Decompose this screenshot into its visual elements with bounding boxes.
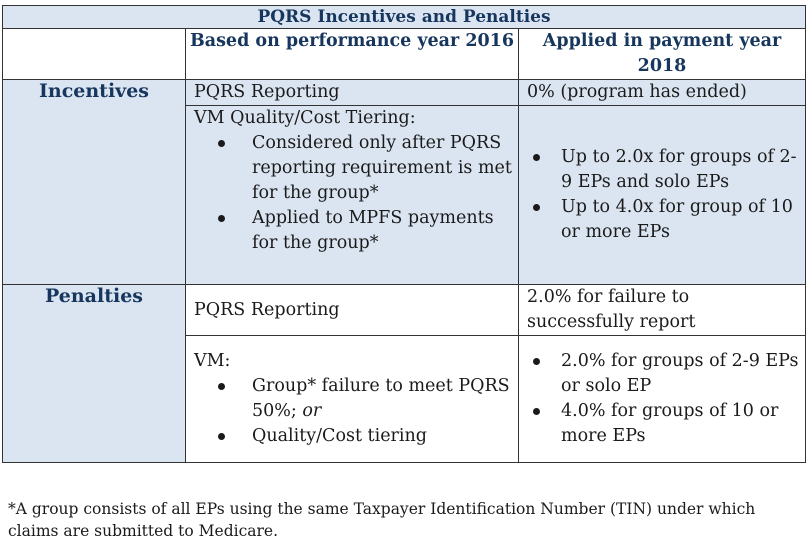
incentives-vm-row: VM Quality/Cost Tiering: Considered only… (3, 105, 807, 285)
incentives-payment-cell: Up to 2.0x for groups of 2-9 EPs and sol… (517, 105, 807, 285)
bullet-icon (533, 358, 540, 365)
penalties-vm-cell: VM: Group* failure to meet PQRS 50%; or … (185, 335, 519, 463)
penalties-payment-bullet-2: 4.0% for groups of 10 or more EPs (561, 401, 779, 446)
header-performance-year: Based on performance year 2016 (185, 28, 519, 80)
list-item: Applied to MPFS payments for the group* (186, 206, 518, 256)
penalties-vm-bullet-1: Group* failure to meet PQRS 50%; (252, 376, 510, 421)
bullet-icon (533, 408, 540, 415)
list-item: Quality/Cost tiering (186, 424, 518, 449)
incentives-vm-lead: VM Quality/Cost Tiering: (194, 108, 416, 128)
penalties-pqrs-payment-cell: 2.0% for failure to successfully report (517, 284, 807, 336)
incentives-pqrs-payment-cell: 0% (program has ended) (517, 79, 807, 106)
incentives-label: Incentives (2, 79, 186, 285)
list-item: Up to 4.0x for group of 10 or more EPs (519, 195, 805, 245)
penalties-pqrs-row: Penalties PQRS Reporting 2.0% for failur… (2, 284, 807, 463)
incentives-vm-bullet-1: Considered only after PQRS reporting req… (252, 133, 512, 203)
footnote: *A group consists of all EPs using the s… (8, 500, 756, 540)
bullet-icon (218, 433, 225, 440)
header-payment-year: Applied in payment year 2018 (517, 28, 807, 80)
incentives-pqrs-payment: 0% (program has ended) (527, 82, 747, 102)
incentives-vm-cell: VM Quality/Cost Tiering: Considered only… (185, 105, 519, 285)
bullet-icon (218, 140, 225, 147)
incentives-pqrs-label: PQRS Reporting (194, 82, 340, 102)
bullet-icon (218, 383, 225, 390)
penalties-vm-bullet-2: Quality/Cost tiering (252, 426, 427, 446)
header-row: Based on performance year 2016 Applied i… (2, 28, 807, 80)
penalties-pqrs-payment: 2.0% for failure to successfully report (527, 287, 696, 332)
list-item: 4.0% for groups of 10 or more EPs (519, 399, 805, 449)
penalties-payment-bullet-1: 2.0% for groups of 2-9 EPs or solo EP (561, 351, 799, 396)
header-empty-cell (2, 28, 186, 80)
penalties-pqrs-cell: PQRS Reporting (185, 284, 519, 336)
penalties-vm-bullet-1-or: or (302, 401, 322, 421)
list-item: 2.0% for groups of 2-9 EPs or solo EP (519, 349, 805, 399)
bullet-icon (218, 215, 225, 222)
list-item: Up to 2.0x for groups of 2-9 EPs and sol… (519, 145, 805, 195)
list-item: Group* failure to meet PQRS 50%; or (186, 374, 518, 424)
incentives-pqrs-cell: PQRS Reporting (185, 79, 519, 106)
title-row: PQRS Incentives and Penalties (1, 5, 807, 29)
incentives-payment-bullet-2: Up to 4.0x for group of 10 or more EPs (561, 197, 793, 242)
penalties-pqrs-label: PQRS Reporting (194, 299, 340, 320)
pqrs-table: PQRS Incentives and Penalties Based on p… (1, 5, 807, 463)
incentives-payment-bullet-1: Up to 2.0x for groups of 2-9 EPs and sol… (561, 147, 797, 192)
penalties-label: Penalties (2, 284, 186, 463)
list-item: Considered only after PQRS reporting req… (186, 131, 518, 206)
bullet-icon (533, 204, 540, 211)
table-title: PQRS Incentives and Penalties (1, 5, 807, 29)
incentives-pqrs-row: Incentives PQRS Reporting 0% (program ha… (2, 79, 807, 285)
penalties-payment-cell: 2.0% for groups of 2-9 EPs or solo EP 4.… (517, 335, 807, 463)
incentives-vm-bullet-2: Applied to MPFS payments for the group* (252, 208, 494, 253)
penalties-vm-lead: VM: (194, 351, 231, 371)
penalties-vm-row: VM: Group* failure to meet PQRS 50%; or … (3, 335, 807, 463)
bullet-icon (533, 154, 540, 161)
